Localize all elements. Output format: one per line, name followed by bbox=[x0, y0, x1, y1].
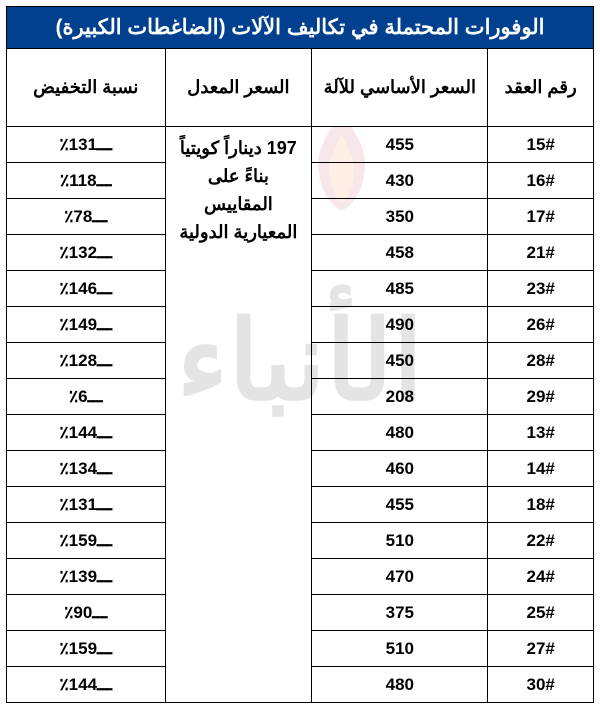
cell-reduction: ـــ146٪ bbox=[7, 271, 166, 307]
header-adjusted-price: السعر المعدل bbox=[165, 49, 312, 127]
cell-base-price: 455 bbox=[312, 127, 488, 163]
cell-reduction: ـــ78٪ bbox=[7, 199, 166, 235]
cell-contract: 14# bbox=[488, 451, 594, 487]
title-row: الوفورات المحتملة في تكاليف الآلات (الضا… bbox=[7, 7, 594, 49]
table-title: الوفورات المحتملة في تكاليف الآلات (الضا… bbox=[7, 7, 594, 49]
cell-base-price: 375 bbox=[312, 595, 488, 631]
cell-reduction: ـــ159٪ bbox=[7, 523, 166, 559]
cell-contract: 15# bbox=[488, 127, 594, 163]
cell-reduction: ـــ139٪ bbox=[7, 559, 166, 595]
cell-contract: 30# bbox=[488, 667, 594, 703]
cell-base-price: 450 bbox=[312, 343, 488, 379]
cell-base-price: 485 bbox=[312, 271, 488, 307]
cell-base-price: 430 bbox=[312, 163, 488, 199]
cell-adjusted-price-note: 197 ديناراً كويتياً بناءً على المقاييس ا… bbox=[165, 127, 312, 703]
cell-base-price: 460 bbox=[312, 451, 488, 487]
cell-base-price: 458 bbox=[312, 235, 488, 271]
cell-reduction: ـــ149٪ bbox=[7, 307, 166, 343]
cell-contract: 27# bbox=[488, 631, 594, 667]
cell-base-price: 480 bbox=[312, 415, 488, 451]
cell-reduction: ـــ131٪ bbox=[7, 127, 166, 163]
header-base-price: السعر الأساسي للآلة bbox=[312, 49, 488, 127]
cell-contract: 24# bbox=[488, 559, 594, 595]
cell-reduction: ـــ90٪ bbox=[7, 595, 166, 631]
cell-contract: 23# bbox=[488, 271, 594, 307]
cell-reduction: ـــ144٪ bbox=[7, 415, 166, 451]
cell-reduction: ـــ144٪ bbox=[7, 667, 166, 703]
cell-base-price: 490 bbox=[312, 307, 488, 343]
cell-reduction: ـــ128٪ bbox=[7, 343, 166, 379]
header-row: رقم العقد السعر الأساسي للآلة السعر المع… bbox=[7, 49, 594, 127]
cell-contract: 29# bbox=[488, 379, 594, 415]
cell-contract: 18# bbox=[488, 487, 594, 523]
cell-base-price: 455 bbox=[312, 487, 488, 523]
savings-table-container: الوفورات المحتملة في تكاليف الآلات (الضا… bbox=[0, 0, 600, 709]
cell-reduction: ـــ159٪ bbox=[7, 631, 166, 667]
table-body: 15#455197 ديناراً كويتياً بناءً على المق… bbox=[7, 127, 594, 703]
cell-base-price: 510 bbox=[312, 631, 488, 667]
cell-base-price: 480 bbox=[312, 667, 488, 703]
cell-contract: 16# bbox=[488, 163, 594, 199]
cell-reduction: ـــ131٪ bbox=[7, 487, 166, 523]
cell-reduction: ـــ6٪ bbox=[7, 379, 166, 415]
cell-base-price: 510 bbox=[312, 523, 488, 559]
cell-contract: 25# bbox=[488, 595, 594, 631]
cell-reduction: ـــ118٪ bbox=[7, 163, 166, 199]
cell-base-price: 208 bbox=[312, 379, 488, 415]
cell-base-price: 470 bbox=[312, 559, 488, 595]
cell-contract: 28# bbox=[488, 343, 594, 379]
cell-contract: 13# bbox=[488, 415, 594, 451]
cell-reduction: ـــ134٪ bbox=[7, 451, 166, 487]
header-reduction: نسبة التخفيض bbox=[7, 49, 166, 127]
cell-contract: 17# bbox=[488, 199, 594, 235]
cell-contract: 21# bbox=[488, 235, 594, 271]
cell-contract: 22# bbox=[488, 523, 594, 559]
cell-reduction: ـــ132٪ bbox=[7, 235, 166, 271]
cell-contract: 26# bbox=[488, 307, 594, 343]
savings-table: الوفورات المحتملة في تكاليف الآلات (الضا… bbox=[6, 6, 594, 703]
table-row: 15#455197 ديناراً كويتياً بناءً على المق… bbox=[7, 127, 594, 163]
cell-base-price: 350 bbox=[312, 199, 488, 235]
header-contract: رقم العقد bbox=[488, 49, 594, 127]
